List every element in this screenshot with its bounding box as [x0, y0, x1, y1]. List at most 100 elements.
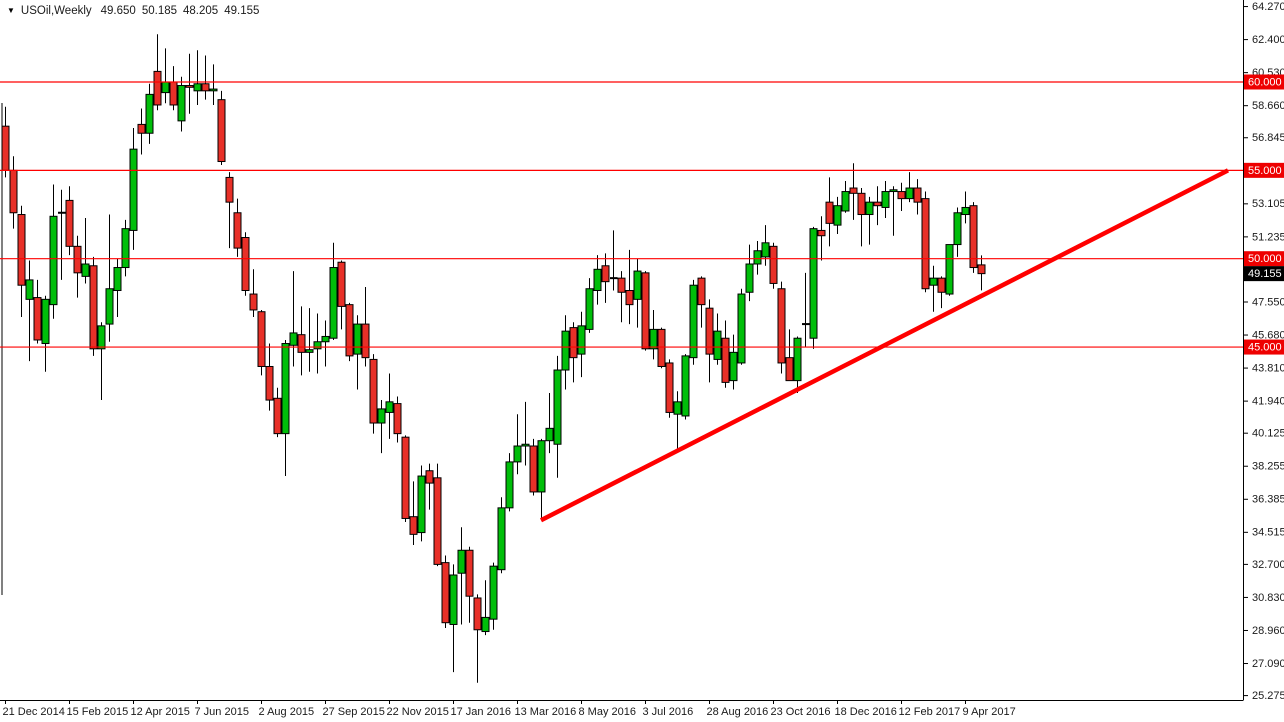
candle-down [249, 293, 258, 311]
candle-up [561, 330, 570, 371]
candle-down [873, 201, 882, 207]
candle-down [9, 169, 18, 214]
price-axis-label: 30.830 [1252, 592, 1284, 604]
price-tag-label: 45.000 [1248, 341, 1282, 353]
price-axis-label: 62.400 [1252, 34, 1284, 46]
candle-down [721, 337, 730, 383]
price-tag-60.000 [1244, 74, 1284, 90]
candle-down [201, 83, 210, 92]
price-tag-label: 50.000 [1248, 253, 1282, 265]
candle-up [537, 440, 546, 493]
candle-up [193, 83, 202, 92]
candle-up [177, 85, 186, 122]
candle-up [97, 325, 106, 350]
candle-up [809, 228, 818, 339]
candle-up [681, 355, 690, 417]
candle-down [697, 277, 706, 306]
date-axis-label: 8 May 2016 [579, 706, 636, 718]
candle-up [377, 408, 386, 424]
date-axis-label: 13 Mar 2016 [515, 706, 577, 718]
candle-down [857, 192, 866, 216]
trendline[interactable] [539, 168, 1230, 523]
date-axis-label: 18 Dec 2016 [835, 706, 897, 718]
candle-up [889, 189, 898, 193]
candle-down [969, 205, 978, 269]
candle-up [305, 349, 314, 353]
date-axis-label: 9 Apr 2017 [963, 706, 1016, 718]
current-price-tag [1244, 266, 1284, 282]
candle-up [553, 369, 562, 445]
current-price-tag-label: 49.155 [1248, 268, 1282, 280]
candle-down [657, 328, 666, 367]
candle-down [217, 99, 226, 163]
candle-down [33, 297, 42, 341]
candle-up [953, 212, 962, 246]
candle-down [153, 70, 162, 106]
candle-up [41, 298, 50, 345]
candle-up [121, 228, 130, 269]
price-axis-label: 36.385 [1252, 494, 1284, 506]
candle-down [617, 277, 626, 293]
candle-down [425, 470, 434, 484]
candle-up [497, 507, 506, 571]
candle-down [897, 191, 906, 200]
candle-down [977, 264, 986, 275]
candle-up [25, 279, 34, 300]
candle-down [257, 311, 266, 367]
candle-up [513, 445, 522, 463]
candle-down [665, 362, 674, 413]
candle-down [769, 245, 778, 284]
candle-up [113, 267, 122, 292]
candle-up [481, 616, 490, 633]
candle-down [641, 272, 650, 350]
candle-down [705, 307, 714, 355]
candle-up [457, 549, 466, 574]
candle-down [937, 277, 946, 293]
candle-up [209, 88, 218, 92]
candle-down [65, 199, 74, 247]
price-axis-label: 51.235 [1252, 231, 1284, 243]
candle-up [761, 242, 770, 258]
candle-down [529, 445, 538, 493]
candle-up [289, 332, 298, 346]
price-axis-label: 47.550 [1252, 296, 1284, 308]
price-tag-label: 60.000 [1248, 76, 1282, 88]
date-axis-label: 12 Apr 2015 [131, 706, 190, 718]
candle-down [89, 265, 98, 350]
candle-up [353, 323, 362, 355]
candle-up [577, 325, 586, 355]
symbol-label: USOil,Weekly [20, 5, 92, 17]
candle-up [417, 475, 426, 534]
candle-down [337, 261, 346, 307]
ohlc-close: 49.155 [224, 5, 260, 17]
price-axis-label: 34.515 [1252, 527, 1284, 539]
price-axis-label: 64.270 [1252, 1, 1284, 13]
candle-up [129, 148, 138, 231]
candle-down [409, 516, 418, 535]
candle-up [545, 427, 554, 442]
price-axis-label: 43.810 [1252, 362, 1284, 374]
candle-up [81, 263, 90, 277]
candle-down [17, 214, 26, 286]
date-axis-label: 3 Jul 2016 [643, 706, 694, 718]
candle-up [929, 277, 938, 286]
candle-down [169, 81, 178, 106]
candle-up [753, 250, 762, 265]
candle-down [465, 549, 474, 597]
price-axis-label: 32.700 [1252, 559, 1284, 571]
ohlc-high: 50.185 [141, 5, 178, 17]
candle-up [281, 343, 290, 435]
price-axis-label: 41.940 [1252, 396, 1284, 408]
candle-down [569, 327, 578, 359]
price-tag-45.000 [1244, 339, 1284, 355]
candle-up [841, 191, 850, 212]
candle-up [385, 401, 394, 413]
candle-up [489, 565, 498, 620]
price-axis-label: 53.105 [1252, 198, 1284, 210]
ohlc-open: 49.650 [100, 5, 136, 17]
candle-up [905, 187, 914, 200]
symbol-dropdown-icon[interactable]: ▼ [7, 6, 15, 15]
candle-up [737, 293, 746, 364]
